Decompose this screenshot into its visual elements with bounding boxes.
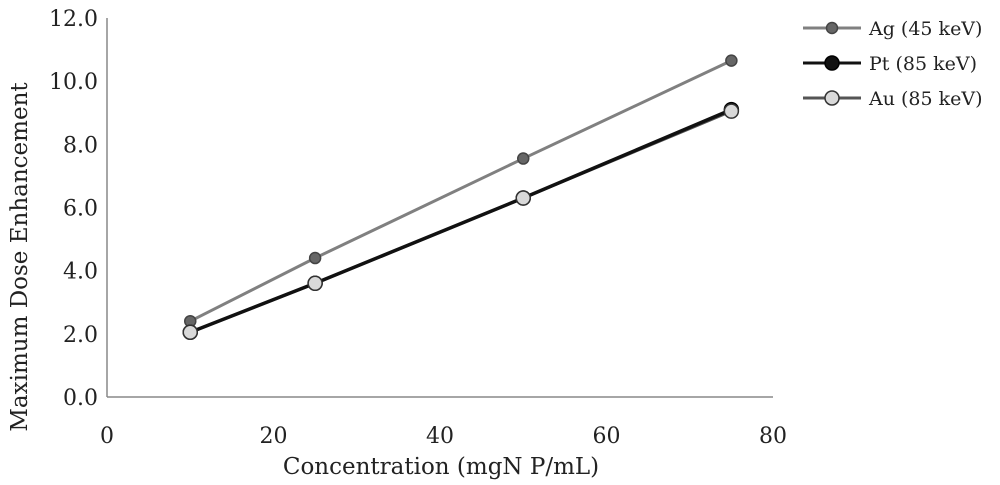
series-layer — [182, 54, 740, 341]
data-point-ag — [517, 152, 530, 165]
x-tick-label: 20 — [260, 424, 288, 449]
y-tick-label: 12.0 — [49, 7, 98, 32]
y-tick-label: 10.0 — [49, 70, 98, 95]
legend-label: Au (85 keV) — [868, 88, 983, 110]
data-point-au — [182, 324, 198, 341]
y-tick-label: 8.0 — [63, 133, 98, 158]
chart-axes — [106, 18, 773, 398]
x-tick-label: 40 — [426, 424, 454, 449]
data-point-au — [515, 190, 531, 206]
data-point-au — [307, 275, 323, 292]
y-tick-label: 0.0 — [63, 386, 98, 411]
series-line-pt — [189, 107, 733, 334]
legend-label: Pt (85 keV) — [869, 53, 977, 75]
y-tick-labels: 0.0 2.0 4.0 6.0 8.0 10.0 12.0 — [49, 7, 98, 411]
x-tick-label: 60 — [593, 424, 621, 449]
legend: Ag (45 keV) Pt (85 keV) Au (85 keV) — [803, 18, 983, 110]
x-axis-title: Concentration (mgN P/mL) — [283, 454, 599, 480]
legend-item-pt: Pt (85 keV) — [803, 53, 977, 75]
legend-item-au: Au (85 keV) — [803, 88, 983, 110]
data-point-au — [723, 103, 740, 119]
legend-swatch-marker — [825, 21, 839, 35]
y-tick-label: 6.0 — [63, 197, 98, 222]
y-axis-title: Maximum Dose Enhancement — [7, 82, 33, 432]
series-line-ag — [189, 59, 733, 323]
legend-item-ag: Ag (45 keV) — [803, 18, 982, 40]
x-tick-label: 80 — [759, 424, 787, 449]
legend-swatch-marker — [824, 55, 840, 71]
y-tick-label: 2.0 — [63, 323, 98, 348]
legend-swatch-marker — [824, 90, 840, 106]
legend-label: Ag (45 keV) — [868, 18, 982, 40]
x-tick-labels: 0 20 40 60 80 — [100, 424, 787, 449]
y-tick-label: 4.0 — [63, 260, 98, 285]
x-tick-label: 0 — [100, 424, 114, 449]
data-point-ag — [725, 54, 738, 67]
data-point-ag — [308, 251, 322, 265]
